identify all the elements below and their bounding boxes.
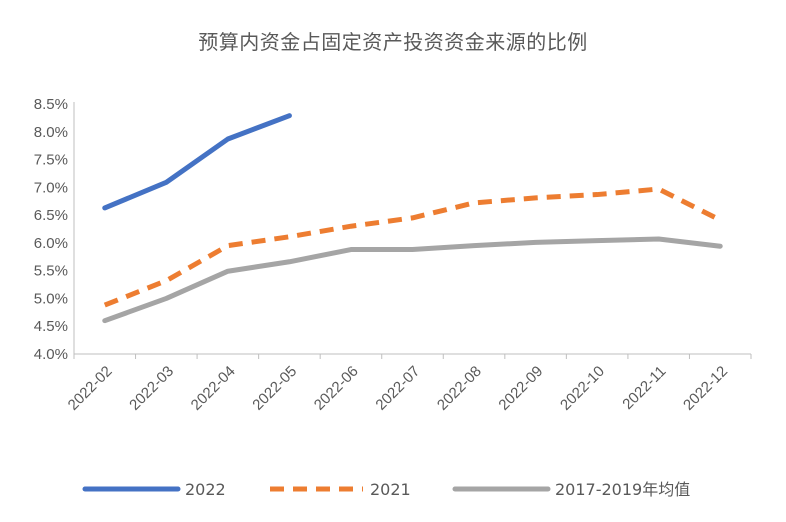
legend: 2022 2021 2017-2019年均值: [82, 480, 690, 499]
legend-label-2: 2017-2019年均值: [555, 480, 690, 499]
y-tick-label: 6.5%: [34, 207, 68, 224]
y-tick-label: 4.5%: [34, 318, 68, 335]
x-tick-label: 2022-05: [249, 363, 300, 414]
series-lines: [102, 113, 723, 324]
chart-title: 预算内资金占固定资产投资资金来源的比例: [198, 30, 588, 54]
y-axis-ticks: 4.0% 4.5% 5.0% 5.5% 6.0% 6.5% 7.0% 7.5% 8.0% 8.5%: [34, 96, 68, 363]
y-tick-label: 4.0%: [34, 346, 68, 363]
x-tick-label: 2022-11: [619, 363, 669, 413]
x-tick-label: 2022-07: [372, 363, 423, 414]
legend-label-1: 2021: [370, 480, 411, 499]
x-tick-label: 2022-02: [65, 363, 116, 414]
y-tick-label: 5.0%: [34, 290, 68, 307]
x-axis-ticks: 2022-02 2022-03 2022-04 2022-05 2022-06 2022-…: [65, 363, 731, 414]
series-line-0: [102, 113, 292, 211]
y-tick-label: 7.0%: [34, 179, 68, 196]
y-tick-label: 7.5%: [34, 152, 68, 169]
y-tick-label: 8.5%: [34, 96, 68, 113]
series-line-1: [103, 186, 722, 308]
legend-label-0: 2022: [185, 480, 226, 499]
series-line-2: [102, 236, 723, 324]
x-tick-label: 2022-09: [495, 363, 546, 414]
x-tick-label: 2022-06: [311, 363, 362, 414]
x-tick-label: 2022-08: [434, 363, 485, 414]
x-tick-label: 2022-04: [188, 363, 239, 414]
x-tick-label: 2022-03: [126, 363, 177, 414]
y-tick-label: 5.5%: [34, 263, 68, 280]
x-tick-label: 2022-12: [680, 363, 731, 414]
x-tick-label: 2022-10: [557, 363, 608, 414]
chart-axes: [73, 102, 752, 359]
y-tick-label: 6.0%: [34, 235, 68, 252]
y-tick-label: 8.0%: [34, 124, 68, 141]
